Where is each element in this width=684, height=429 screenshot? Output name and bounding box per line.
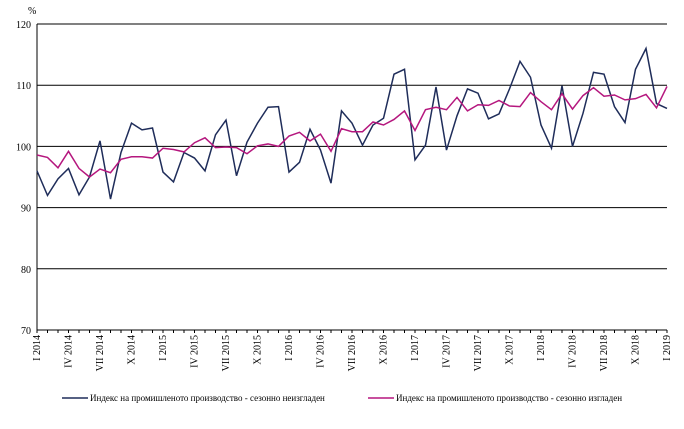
y-tick-label: 70 (21, 326, 31, 337)
x-tick-label: IV 2015 (190, 335, 201, 368)
x-tick-label: I 2017 (410, 335, 421, 361)
x-tick-label: X 2018 (631, 335, 642, 365)
x-tick-label: X 2015 (253, 335, 264, 365)
x-tick-label: I 2018 (536, 335, 547, 361)
x-tick-label: VII 2014 (95, 335, 106, 371)
y-tick-label: 100 (16, 142, 31, 153)
x-tick-label: I 2016 (284, 335, 295, 361)
x-tick-label: VII 2018 (599, 335, 610, 371)
x-tick-label: I 2014 (32, 335, 43, 361)
legend-label: Индекс на промишленото производство - се… (90, 393, 325, 403)
series-line (36, 86, 668, 178)
x-tick-label: IV 2018 (568, 335, 579, 368)
x-tick-label: VII 2016 (347, 335, 358, 371)
x-tick-label: I 2019 (662, 335, 673, 361)
y-tick-label: 120 (16, 20, 31, 31)
x-tick-label: X 2017 (505, 335, 516, 365)
series-line (36, 46, 668, 200)
x-tick-label: X 2016 (379, 335, 390, 365)
x-tick-label: IV 2014 (64, 335, 75, 368)
x-tick-label: I 2015 (158, 335, 169, 361)
x-tick-label: VII 2015 (221, 335, 232, 371)
y-tick-label: 90 (21, 204, 31, 215)
y-unit: % (28, 6, 36, 17)
legend-label: Индекс на промишленото производство - се… (396, 393, 622, 403)
y-tick-label: 110 (16, 81, 31, 92)
y-tick-label: 80 (21, 265, 31, 276)
x-tick-label: IV 2017 (442, 335, 453, 368)
x-tick-label: VII 2017 (473, 335, 484, 371)
x-tick-label: X 2014 (127, 335, 138, 365)
x-tick-label: IV 2016 (316, 335, 327, 368)
